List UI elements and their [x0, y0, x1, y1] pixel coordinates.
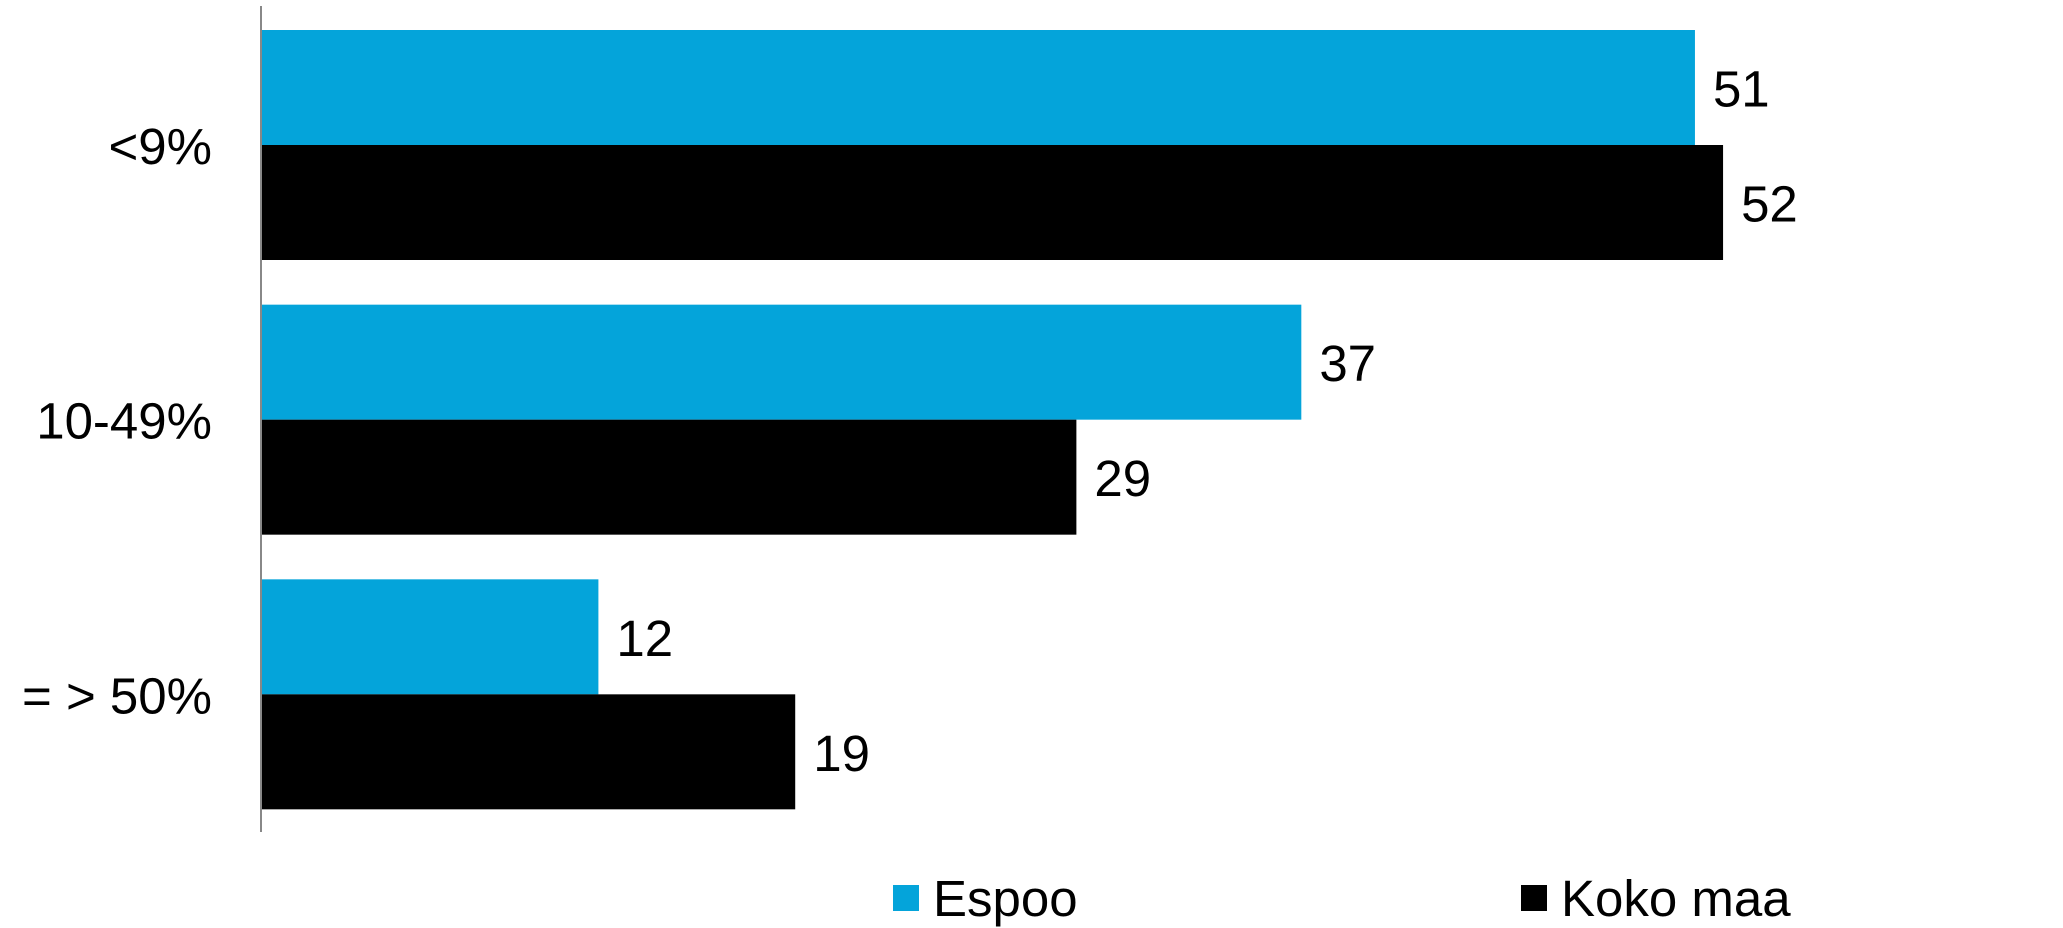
legend-swatch-koko-maa: [1521, 885, 1547, 911]
data-label-espoo-0: 51: [1713, 61, 1770, 118]
data-label-koko-maa-2: 19: [813, 725, 870, 782]
data-label-koko-maa-1: 29: [1094, 450, 1151, 507]
data-label-espoo-2: 12: [616, 610, 673, 667]
bar-espoo-1: [261, 304, 1302, 420]
category-label-1: 10-49%: [36, 393, 212, 450]
data-label-espoo-1: 37: [1319, 335, 1376, 392]
bar-espoo-2: [261, 579, 599, 695]
bar-koko-maa-1: [261, 419, 1077, 535]
legend-item-espoo: Espoo: [893, 868, 1078, 928]
data-label-koko-maa-0: 52: [1741, 176, 1798, 233]
category-label-0: <9%: [109, 118, 213, 175]
category-label-2: = > 50%: [22, 667, 212, 724]
legend-item-koko-maa: Koko maa: [1521, 868, 1791, 928]
legend-label-koko-maa: Koko maa: [1561, 869, 1791, 927]
legend-swatch-espoo: [893, 885, 919, 911]
bar-koko-maa-0: [261, 145, 1724, 260]
legend-label-espoo: Espoo: [933, 869, 1078, 927]
bar-espoo-0: [261, 30, 1695, 145]
bar-koko-maa-2: [261, 694, 796, 810]
